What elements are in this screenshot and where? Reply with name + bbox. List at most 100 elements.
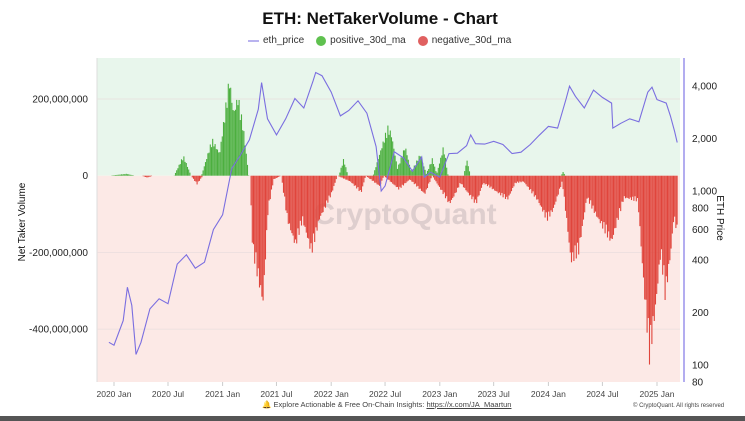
- negative-bar: [609, 175, 611, 241]
- negative-bar: [656, 175, 658, 294]
- negative-bar: [467, 175, 469, 193]
- negative-bar: [294, 175, 297, 240]
- negative-bar: [520, 175, 522, 183]
- negative-bar: [432, 175, 435, 178]
- negative-bar: [275, 175, 277, 179]
- negative-bar: [408, 175, 411, 180]
- negative-bar: [314, 175, 316, 243]
- negative-bar: [377, 175, 379, 185]
- negative-bar: [651, 175, 653, 345]
- y2-tick-label: 4,000: [692, 82, 717, 93]
- legend-item-eth-price[interactable]: eth_price: [248, 35, 304, 46]
- negative-bar: [262, 175, 264, 301]
- negative-bar: [338, 175, 340, 177]
- x-tick-label: 2024 Jan: [531, 389, 566, 399]
- negative-bar: [428, 175, 430, 184]
- positive-bar: [228, 88, 231, 176]
- negative-bar: [316, 175, 318, 231]
- negative-bar: [201, 175, 203, 178]
- x-tick-label: 2023 Jan: [422, 389, 457, 399]
- legend-item-negative[interactable]: negative_30d_ma: [417, 35, 512, 46]
- negative-bar: [617, 175, 619, 220]
- negative-bar: [555, 175, 557, 202]
- negative-bar: [526, 175, 528, 187]
- negative-bar: [346, 175, 348, 180]
- negative-bar: [563, 175, 565, 197]
- negative-bar: [444, 175, 447, 199]
- legend: eth_price positive_30d_ma negative_30d_m…: [248, 35, 511, 46]
- negative-bar: [548, 175, 550, 212]
- legend-label: negative_30d_ma: [431, 35, 512, 46]
- negative-bar: [512, 175, 514, 189]
- negative-bar: [488, 175, 490, 185]
- negative-bar: [572, 175, 574, 253]
- negative-bar: [645, 175, 647, 300]
- negative-bar: [621, 175, 623, 202]
- y2-tick-label: 100: [692, 361, 709, 372]
- positive-bar: [562, 172, 564, 176]
- positive-bar: [218, 152, 220, 176]
- negative-bar: [272, 175, 274, 186]
- positive-bar: [395, 161, 397, 176]
- x-tick-label: 2023 Jul: [478, 389, 510, 399]
- negative-bar: [485, 175, 487, 184]
- negative-bar: [424, 175, 426, 194]
- positive-bar: [387, 125, 389, 176]
- positive-bar: [467, 166, 469, 176]
- copyright: © CryptoQuant. All rights reserved: [633, 403, 725, 409]
- negative-bar: [634, 175, 636, 197]
- negative-bar: [495, 175, 497, 192]
- negative-bar: [438, 175, 441, 187]
- negative-bar: [335, 175, 337, 180]
- negative-bar: [669, 175, 671, 261]
- negative-bar: [570, 175, 573, 263]
- negative-bar: [264, 175, 267, 260]
- negative-bar: [437, 175, 439, 186]
- negative-bar: [288, 175, 291, 224]
- positive-bar: [416, 160, 418, 176]
- negative-bar: [192, 175, 195, 179]
- negative-bar: [539, 175, 541, 206]
- positive-bar: [220, 141, 222, 176]
- negative-bar: [593, 175, 595, 213]
- negative-bar: [309, 175, 311, 249]
- positive-bar: [563, 173, 565, 176]
- positive-bar: [434, 166, 436, 176]
- watermark: CryptoQuant: [313, 198, 496, 231]
- negative-bar: [538, 175, 540, 203]
- negative-bar: [592, 175, 594, 206]
- negative-bar: [332, 175, 334, 191]
- positive-bar: [420, 158, 423, 176]
- footer-link[interactable]: https://x.com/JA_Maartun: [426, 400, 512, 409]
- negative-bar: [443, 175, 445, 193]
- legend-item-positive[interactable]: positive_30d_ma: [316, 35, 406, 46]
- negative-bar: [268, 175, 270, 201]
- negative-bar: [442, 175, 444, 195]
- positive-bar: [233, 110, 235, 176]
- negative-bar: [350, 175, 352, 182]
- negative-bar: [506, 175, 508, 197]
- negative-bar: [371, 175, 373, 181]
- negative-bar: [664, 175, 666, 300]
- negative-bar: [326, 175, 328, 201]
- negative-bar: [614, 175, 616, 229]
- y2-tick-label: 1,000: [692, 187, 717, 198]
- negative-bar: [462, 175, 465, 188]
- negative-bar: [407, 175, 409, 181]
- negative-bar: [330, 175, 333, 193]
- negative-bar: [676, 175, 678, 225]
- positive-bar: [466, 160, 468, 176]
- negative-bar: [404, 175, 406, 184]
- negative-bar: [400, 175, 402, 188]
- positive-bar: [436, 172, 438, 176]
- negative-bar: [494, 175, 496, 191]
- eth-price-line: [108, 71, 678, 355]
- positive-bar: [446, 167, 448, 176]
- negative-bar: [267, 175, 269, 216]
- negative-bar: [508, 175, 510, 196]
- positive-bar: [219, 152, 221, 176]
- negative-bar: [353, 175, 355, 186]
- positive-bar: [123, 174, 125, 176]
